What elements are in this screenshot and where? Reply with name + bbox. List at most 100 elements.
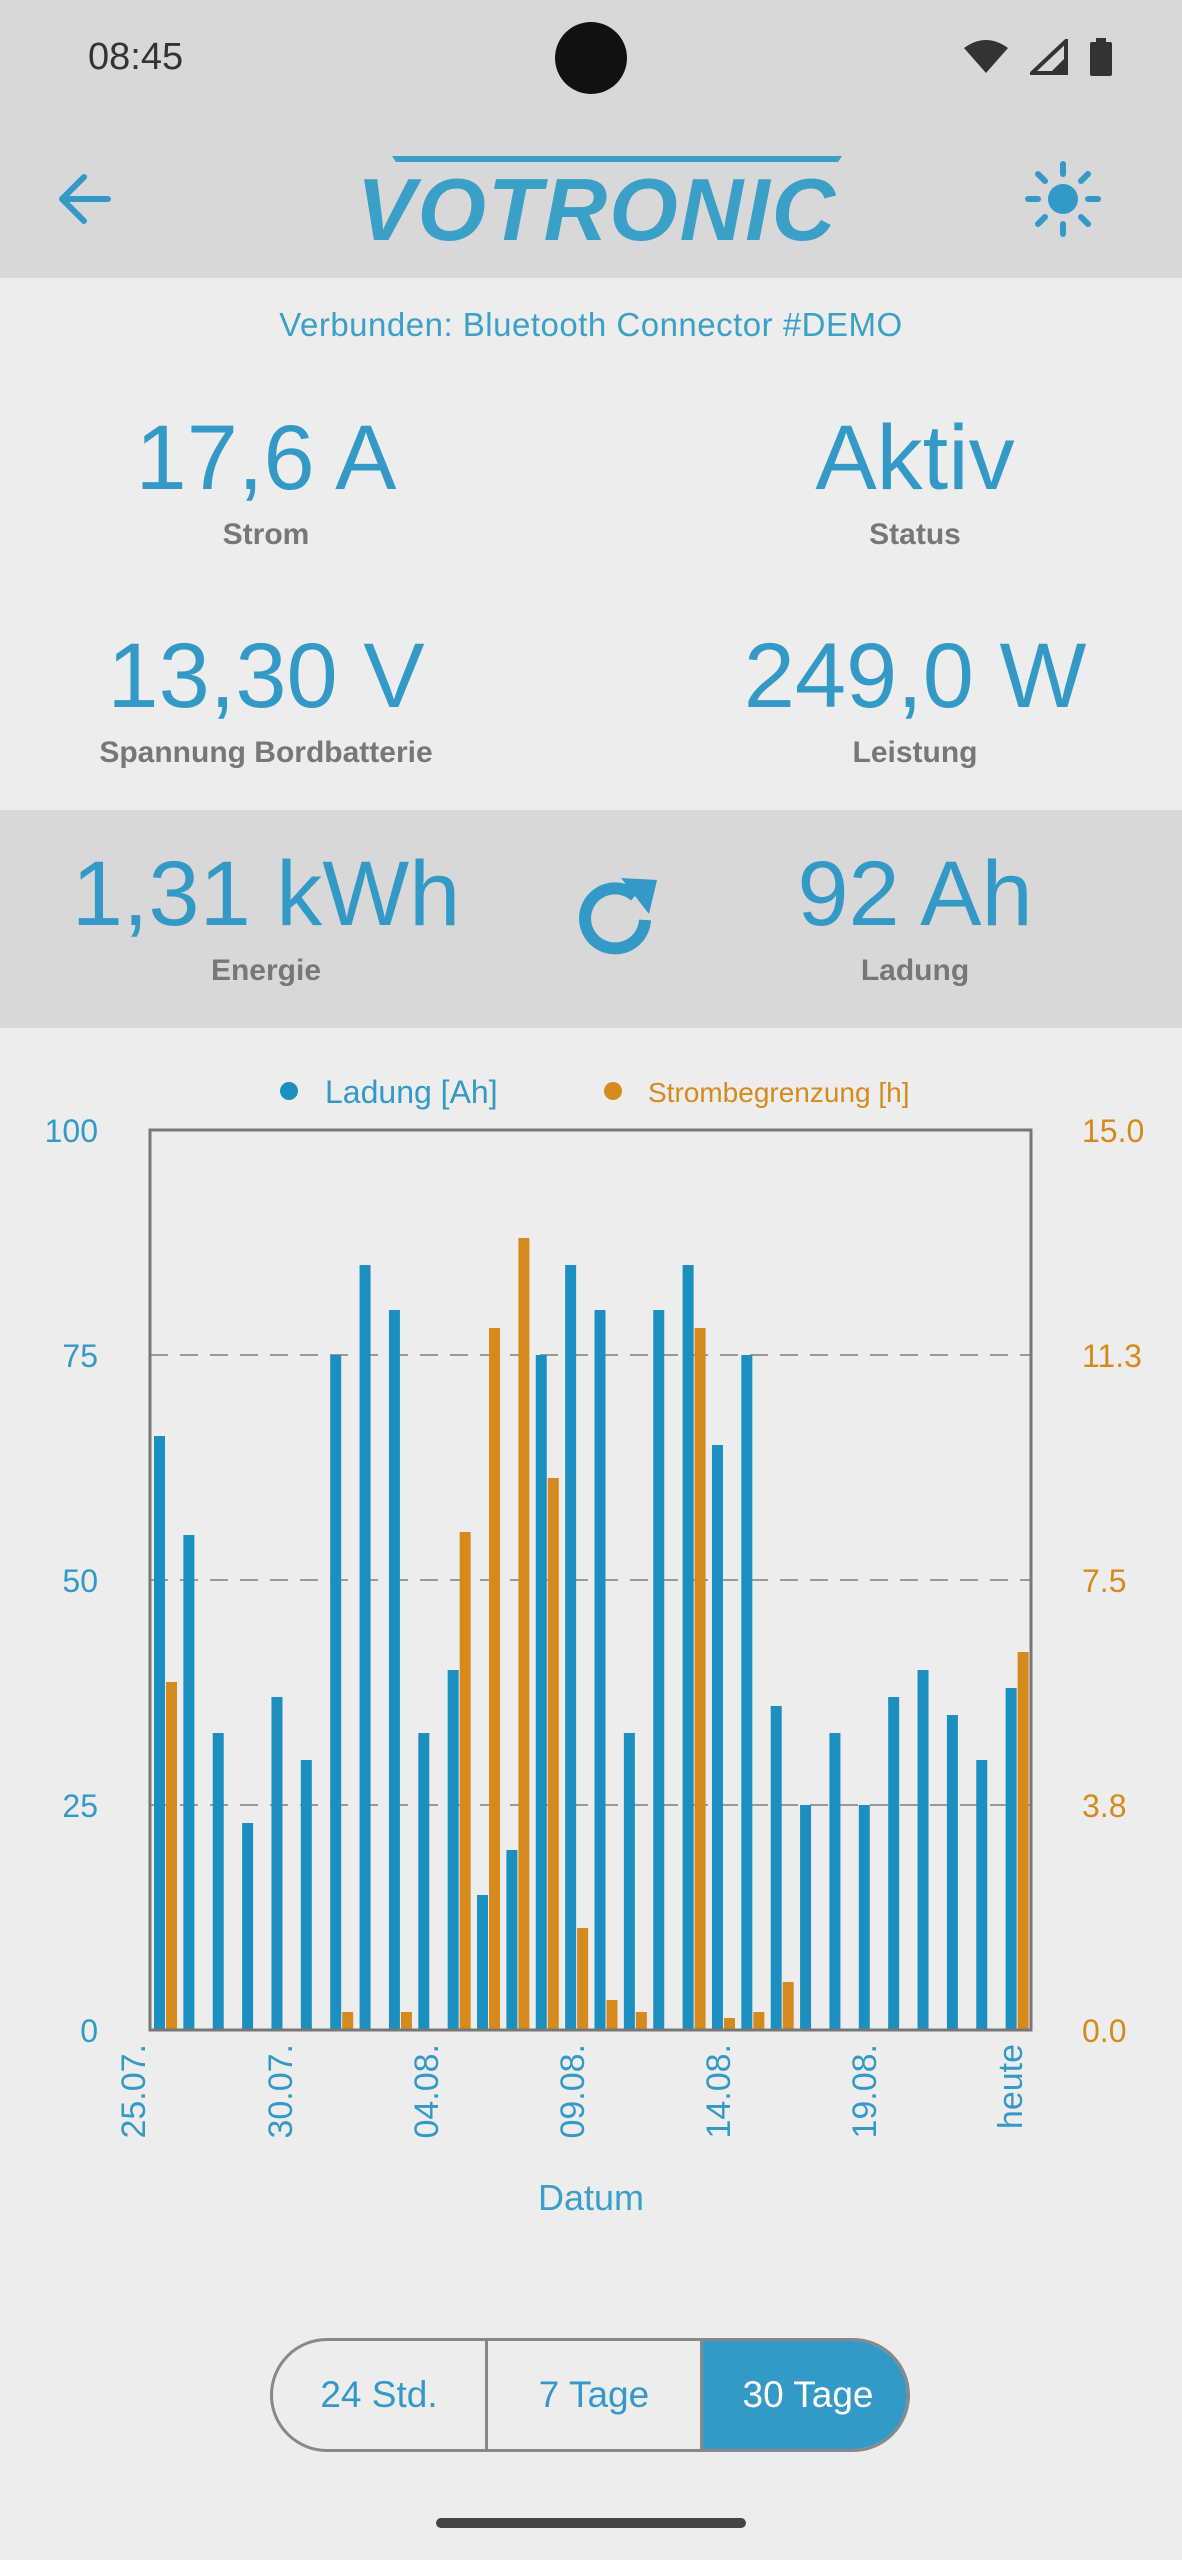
energie-value: 1,31 kWh — [71, 843, 461, 945]
camera-cutout — [555, 22, 627, 94]
strom-value: 17,6 A — [135, 407, 397, 509]
bar-strombegrenzung — [635, 2012, 647, 2030]
leistung-value: 249,0 W — [743, 625, 1087, 727]
bar-strombegrenzung — [782, 1982, 794, 2030]
bar-ladung — [653, 1310, 665, 2030]
plot-frame — [148, 1128, 1033, 2032]
bar-ladung — [447, 1670, 459, 2030]
legend-dot-ladung — [280, 1082, 298, 1100]
app-bar: VOTRONIC — [0, 120, 1182, 278]
ladung-label: Ladung — [860, 954, 970, 987]
bar-ladung — [183, 1535, 195, 2030]
refresh-icon[interactable] — [569, 870, 663, 964]
bar-ladung — [300, 1760, 312, 2030]
bar-ladung — [212, 1733, 224, 2030]
wifi-icon — [964, 40, 1008, 73]
leistung-label: Leistung — [852, 736, 978, 769]
bar-ladung — [565, 1265, 577, 2030]
bar-ladung — [711, 1445, 723, 2030]
range-option-24h[interactable]: 24 Std. — [273, 2341, 488, 2449]
battery-icon — [1090, 38, 1112, 76]
y-right-tick-label: 0.0 — [1082, 2013, 1126, 2049]
x-tick-label: 25.07. — [115, 2044, 153, 2139]
metric-energie: 1,31 kWh Energie — [6, 848, 526, 988]
bar-ladung — [535, 1355, 547, 2030]
bar-strombegrenzung — [694, 1328, 706, 2030]
charge-chart: 0 25 50 75 100 0.0 3.8 7.5 11.3 15.0 25.07. 30.07. 0… — [45, 1074, 1145, 2218]
bar-ladung — [594, 1310, 606, 2030]
ladung-value: 92 Ah — [797, 843, 1033, 945]
brightness-icon[interactable] — [1024, 160, 1102, 238]
status-bar: 08:45 — [0, 0, 1182, 120]
logo-text: VOTRONIC — [357, 160, 837, 250]
metric-strom: 17,6 A Strom — [6, 412, 526, 552]
signal-icon — [1030, 39, 1068, 75]
y-left-tick-label: 50 — [62, 1563, 98, 1599]
bar-ladung — [741, 1355, 753, 2030]
bar-strombegrenzung — [753, 2012, 765, 2030]
energy-band — [0, 810, 1182, 1028]
y-left-tick-label: 100 — [45, 1113, 98, 1149]
range-option-7d[interactable]: 7 Tage — [488, 2341, 703, 2449]
bar-ladung — [271, 1697, 283, 2030]
home-indicator[interactable] — [436, 2518, 746, 2528]
spannung-value: 13,30 V — [107, 625, 425, 727]
bar-strombegrenzung — [723, 2018, 735, 2030]
back-arrow-icon[interactable] — [50, 160, 120, 238]
bar-ladung — [800, 1805, 812, 2030]
bar-ladung — [330, 1355, 342, 2030]
strom-label: Strom — [222, 518, 310, 551]
bar-strombegrenzung — [606, 2000, 618, 2030]
y-left-tick-label: 25 — [62, 1788, 98, 1824]
bar-strombegrenzung — [518, 1238, 530, 2030]
x-axis-title: Datum — [538, 2177, 644, 2218]
metric-status: Aktiv Status — [655, 412, 1175, 552]
status-label: Status — [869, 518, 961, 551]
bar-strombegrenzung — [547, 1478, 559, 2030]
y-right-tick-label: 11.3 — [1082, 1338, 1142, 1374]
legend-dot-strombegrenzung — [604, 1082, 622, 1100]
metric-ladung: 92 Ah Ladung — [655, 848, 1175, 988]
bar-ladung — [976, 1760, 988, 2030]
legend-label-strombegrenzung: Strombegrenzung [h] — [648, 1077, 910, 1108]
bar-ladung — [917, 1670, 929, 2030]
bar-ladung — [477, 1895, 489, 2030]
y-right-tick-label: 3.8 — [1082, 1788, 1126, 1824]
x-tick-label: heute — [992, 2044, 1030, 2129]
x-tick-label: 30.07. — [262, 2044, 300, 2139]
bar-ladung — [506, 1850, 518, 2030]
bar-strombegrenzung — [400, 2012, 412, 2030]
metric-spannung: 13,30 V Spannung Bordbatterie — [6, 630, 526, 770]
bar-strombegrenzung — [489, 1328, 501, 2030]
bar-ladung — [858, 1805, 870, 2030]
y-right-tick-label: 15.0 — [1082, 1113, 1144, 1149]
bar-ladung — [946, 1715, 958, 2030]
x-tick-label: 14.08. — [700, 2044, 738, 2139]
votronic-logo: VOTRONIC — [357, 156, 842, 250]
status-value: Aktiv — [815, 407, 1015, 509]
bar-ladung — [623, 1733, 635, 2030]
bar-ladung — [388, 1310, 400, 2030]
bar-ladung — [1005, 1688, 1017, 2030]
x-tick-label: 04.08. — [408, 2044, 446, 2139]
y-left-tick-label: 0 — [80, 2013, 98, 2049]
bar-ladung — [154, 1436, 165, 2030]
legend-label-ladung: Ladung [Ah] — [325, 1074, 498, 1110]
y-left-tick-label: 75 — [62, 1338, 98, 1374]
bar-ladung — [418, 1733, 430, 2030]
bar-ladung — [359, 1265, 371, 2030]
bar-strombegrenzung — [459, 1532, 471, 2030]
bar-ladung — [829, 1733, 841, 2030]
range-option-30d[interactable]: 30 Tage — [703, 2341, 907, 2449]
bar-strombegrenzung — [577, 1928, 589, 2030]
bar-ladung — [242, 1823, 254, 2030]
connection-status: Verbunden: Bluetooth Connector #DEMO — [279, 306, 903, 343]
metric-leistung: 249,0 W Leistung — [655, 630, 1175, 770]
status-time: 08:45 — [88, 36, 184, 78]
x-tick-label: 19.08. — [846, 2044, 884, 2139]
bar-strombegrenzung — [342, 2012, 354, 2030]
bar-strombegrenzung — [166, 1682, 177, 2030]
bar-strombegrenzung — [1017, 1652, 1029, 2030]
range-toggle: 24 Std. 7 Tage 30 Tage — [270, 2338, 910, 2452]
spannung-label: Spannung Bordbatterie — [99, 736, 433, 769]
